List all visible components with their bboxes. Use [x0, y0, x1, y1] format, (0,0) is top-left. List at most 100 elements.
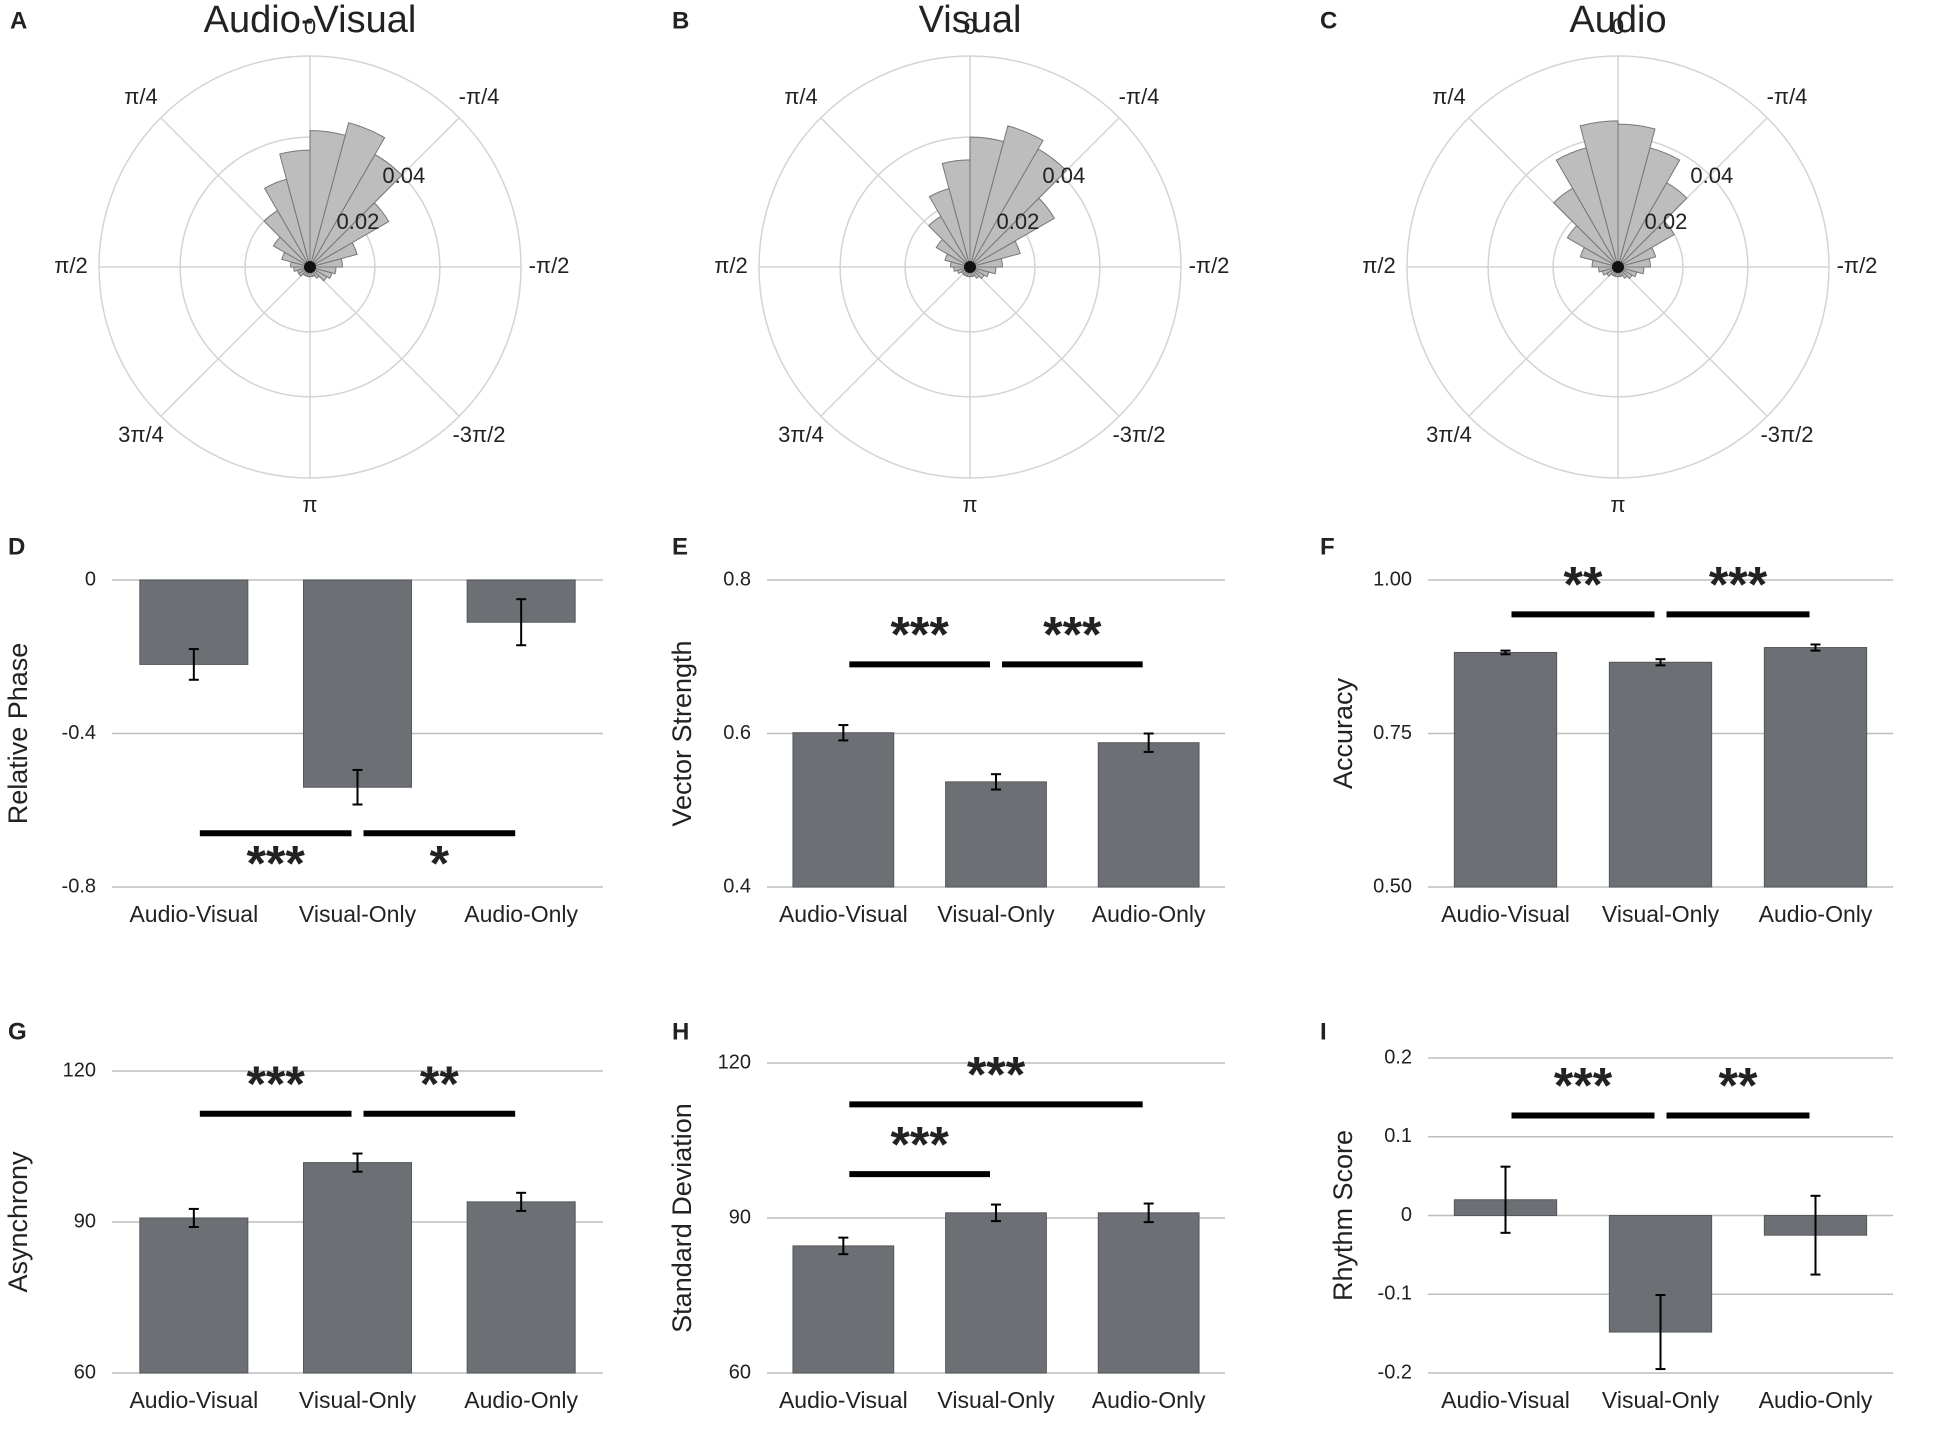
spoke [1468, 266, 1619, 417]
r-tick-label: 0.04 [1042, 163, 1085, 188]
x-tick-label: Audio-Visual [779, 901, 908, 927]
theta-tick-label: 0 [964, 14, 976, 39]
rose-petal [309, 122, 386, 268]
y-tick-label: 90 [74, 1210, 96, 1232]
y-axis-label: Asynchrony [3, 1151, 33, 1293]
theta-tick-label: -π/2 [529, 253, 570, 278]
y-tick-label: 120 [718, 1051, 751, 1073]
spoke [820, 266, 971, 417]
r-tick-label: 0.02 [336, 209, 379, 234]
spoke [969, 266, 1120, 417]
chart-title: Visual [919, 0, 1022, 41]
rose-petal [1555, 147, 1619, 268]
rose-petal [281, 251, 311, 268]
bar [466, 1201, 576, 1374]
rose-petal [263, 210, 311, 268]
theta-tick-label: 0 [1612, 14, 1624, 39]
rose-petal [969, 136, 1005, 268]
x-tick-label: Visual-Only [1602, 1387, 1720, 1413]
y-tick-label: 120 [63, 1059, 96, 1081]
chart-title: Audio-Visual [204, 0, 417, 41]
bar [1097, 1212, 1200, 1374]
bar [945, 781, 1047, 888]
bar [1453, 651, 1558, 888]
center-dot [304, 261, 316, 273]
theta-tick-label: 3π/4 [778, 422, 824, 447]
y-tick-label: 90 [729, 1206, 751, 1228]
bar [302, 579, 413, 788]
theta-tick-label: -3π/2 [1112, 422, 1165, 447]
theta-tick-label: π/4 [124, 84, 158, 109]
y-axis-label: Relative Phase [3, 643, 33, 825]
panel-letter: B [672, 7, 689, 34]
y-tick-label: 0.50 [1373, 875, 1412, 897]
theta-tick-label: -π/4 [1119, 84, 1160, 109]
bar [302, 1162, 413, 1374]
x-tick-label: Audio-Only [464, 1387, 578, 1413]
r-tick-label: 0.04 [382, 163, 425, 188]
y-axis-label: Rhythm Score [1328, 1130, 1358, 1301]
panel-letter: E [672, 533, 688, 560]
rose-petal [1591, 259, 1619, 268]
bar [792, 732, 895, 888]
chart-title: Audio [1569, 0, 1666, 41]
panel-letter: H [672, 1018, 689, 1045]
significance-stars: *** [1709, 557, 1768, 613]
bar [792, 1245, 895, 1374]
x-tick-label: Audio-Visual [1441, 901, 1570, 927]
theta-tick-label: -3π/2 [452, 422, 505, 447]
x-tick-label: Audio-Visual [129, 901, 258, 927]
rose-petal [935, 238, 971, 268]
y-tick-label: 0.4 [723, 875, 751, 897]
rose-petal [927, 215, 971, 268]
theta-tick-label: π/4 [1432, 84, 1466, 109]
theta-tick-label: π [1610, 492, 1625, 517]
rose-petal [1553, 187, 1619, 268]
rose-petal [309, 130, 346, 268]
x-tick-label: Visual-Only [299, 1387, 417, 1413]
x-tick-label: Audio-Only [464, 901, 578, 927]
theta-tick-label: π/2 [714, 253, 748, 278]
significance-stars: * [430, 835, 450, 891]
rose-petal [1566, 224, 1619, 268]
y-tick-label: 1.00 [1373, 568, 1412, 590]
significance-stars: *** [1043, 607, 1102, 663]
y-axis-label: Standard Deviation [667, 1103, 697, 1333]
panel-letter: D [8, 533, 25, 560]
y-tick-label: 0.8 [723, 568, 751, 590]
x-tick-label: Audio-Only [1092, 1387, 1206, 1413]
bar [1608, 661, 1713, 888]
spoke [1617, 266, 1768, 417]
panel-letter: C [1320, 7, 1337, 34]
theta-tick-label: 3π/4 [1426, 422, 1472, 447]
rose-petal [969, 125, 1044, 268]
theta-tick-label: 0 [304, 14, 316, 39]
center-dot [964, 261, 976, 273]
panel-letter: I [1320, 1018, 1327, 1045]
y-axis-label: Accuracy [1328, 677, 1358, 789]
y-tick-label: 0.75 [1373, 722, 1412, 744]
bar [945, 1212, 1047, 1374]
x-tick-label: Audio-Only [1092, 901, 1206, 927]
x-tick-label: Visual-Only [299, 901, 417, 927]
y-tick-label: 0 [1401, 1204, 1412, 1226]
significance-stars: *** [246, 835, 305, 891]
significance-stars: *** [890, 1116, 949, 1172]
significance-stars: *** [890, 607, 949, 663]
significance-stars: *** [246, 1056, 305, 1112]
x-tick-label: Audio-Visual [1441, 1387, 1570, 1413]
r-tick-label: 0.04 [1690, 163, 1733, 188]
y-axis-label: Vector Strength [667, 640, 697, 826]
x-tick-label: Visual-Only [937, 901, 1055, 927]
y-tick-label: -0.8 [62, 875, 96, 897]
r-tick-label: 0.02 [996, 209, 1039, 234]
r-tick-label: 0.02 [1644, 209, 1687, 234]
x-tick-label: Visual-Only [937, 1387, 1055, 1413]
significance-stars: *** [1554, 1058, 1613, 1114]
x-tick-label: Visual-Only [1602, 901, 1720, 927]
y-tick-label: 0.2 [1384, 1046, 1412, 1068]
spoke [309, 266, 460, 417]
rose-petal [944, 253, 971, 268]
y-tick-label: 0.1 [1384, 1125, 1412, 1147]
significance-stars: *** [967, 1047, 1026, 1103]
